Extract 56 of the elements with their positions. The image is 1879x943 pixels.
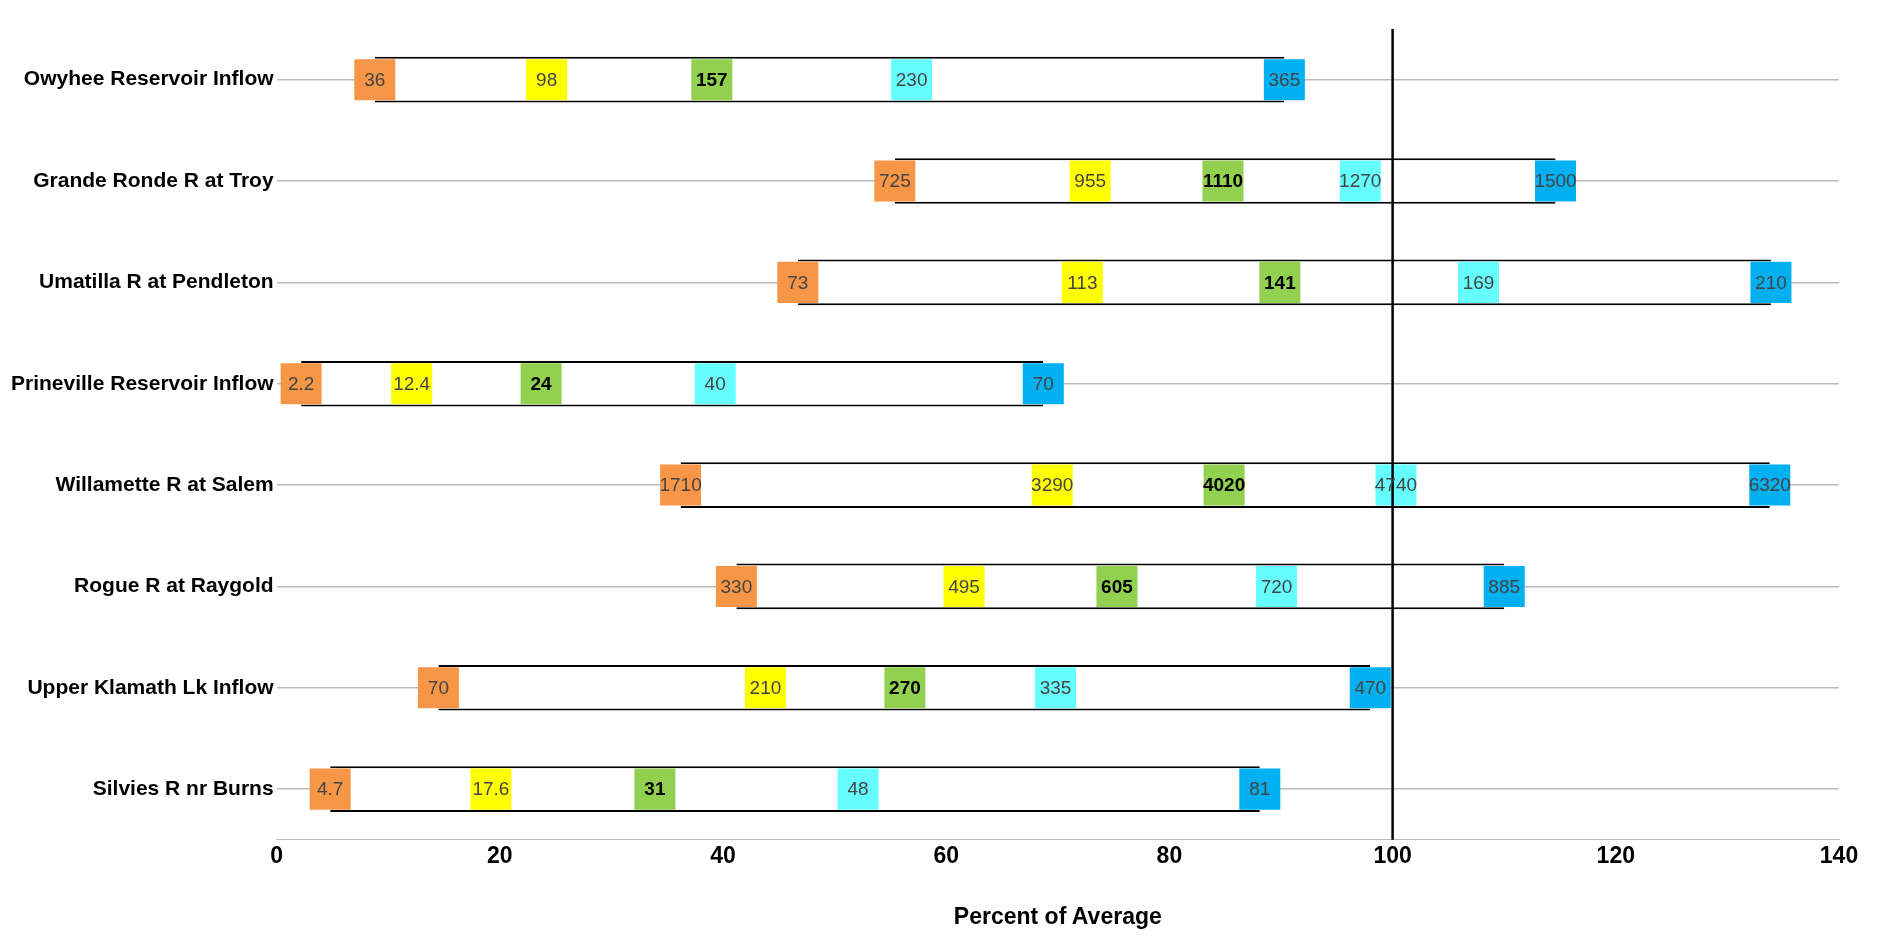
annotation: 113 bbox=[1067, 271, 1098, 293]
annotation: 36 bbox=[364, 68, 386, 90]
annotation: 330 bbox=[720, 575, 753, 597]
annotation: 81 bbox=[1249, 778, 1271, 800]
annotation: 365 bbox=[1268, 68, 1301, 90]
annotation: 3290 bbox=[1031, 474, 1074, 496]
x-tick-label: 20 bbox=[487, 841, 513, 868]
annotation: 70 bbox=[427, 677, 449, 699]
annotation: 141 bbox=[1264, 271, 1297, 293]
x-tick-label: 100 bbox=[1373, 841, 1412, 868]
annotation: 1110 bbox=[1202, 170, 1244, 192]
annotation: 210 bbox=[749, 677, 782, 699]
annotation: 157 bbox=[695, 68, 728, 90]
annotation: 31 bbox=[644, 778, 666, 800]
annotation: 40 bbox=[704, 372, 726, 394]
x-tick-label: 140 bbox=[1819, 841, 1859, 868]
annotation: 17.6 bbox=[472, 778, 510, 800]
annotation: 98 bbox=[536, 68, 558, 90]
x-tick-label: 60 bbox=[933, 841, 959, 868]
annotation: 73 bbox=[787, 271, 809, 293]
annotation: 12.4 bbox=[393, 372, 431, 394]
annotation: 169 bbox=[1462, 271, 1495, 293]
y-tick-label: Upper Klamath Lk Inflow bbox=[27, 674, 275, 698]
annotation: 955 bbox=[1074, 170, 1107, 192]
annotation: 2.2 bbox=[287, 372, 315, 394]
y-tick-label: Rogue R at Raygold bbox=[74, 573, 274, 597]
x-tick-label: 120 bbox=[1596, 841, 1635, 868]
annotation: 4.7 bbox=[316, 778, 344, 800]
annotation: 885 bbox=[1488, 575, 1521, 597]
y-tick-label: Owyhee Reservoir Inflow bbox=[23, 66, 275, 90]
y-tick-label: Silvies R nr Burns bbox=[92, 775, 274, 799]
annotation: 4020 bbox=[1202, 474, 1246, 496]
annotation: 270 bbox=[889, 677, 921, 699]
annotation: 210 bbox=[1755, 271, 1787, 293]
x-tick-label: 80 bbox=[1156, 841, 1183, 868]
annotation: 1270 bbox=[1339, 170, 1382, 192]
annotation: 720 bbox=[1260, 575, 1293, 597]
annotation: 48 bbox=[847, 778, 869, 800]
annotation: 6320 bbox=[1748, 474, 1791, 496]
x-tick-label: 0 bbox=[270, 841, 283, 868]
annotation: 70 bbox=[1032, 372, 1054, 394]
y-tick-label: Willamette R at Salem bbox=[55, 471, 274, 495]
annotation: 725 bbox=[879, 170, 911, 192]
annotation: 24 bbox=[530, 372, 553, 394]
annotation: 230 bbox=[895, 68, 928, 90]
annotation: 1710 bbox=[659, 474, 702, 496]
annotation: 470 bbox=[1354, 677, 1387, 699]
annotation: 605 bbox=[1101, 575, 1134, 597]
x-tick-label: 40 bbox=[710, 841, 736, 868]
annotation: 495 bbox=[948, 575, 980, 597]
y-tick-label: Umatilla R at Pendleton bbox=[39, 269, 274, 293]
annotation: 335 bbox=[1039, 677, 1072, 699]
annotation: 1500 bbox=[1534, 170, 1577, 192]
y-tick-label: Grande Ronde R at Troy bbox=[33, 167, 274, 191]
x-axis-title: Percent of Average bbox=[953, 902, 1162, 929]
y-tick-label: Prineville Reservoir Inflow bbox=[11, 370, 275, 394]
